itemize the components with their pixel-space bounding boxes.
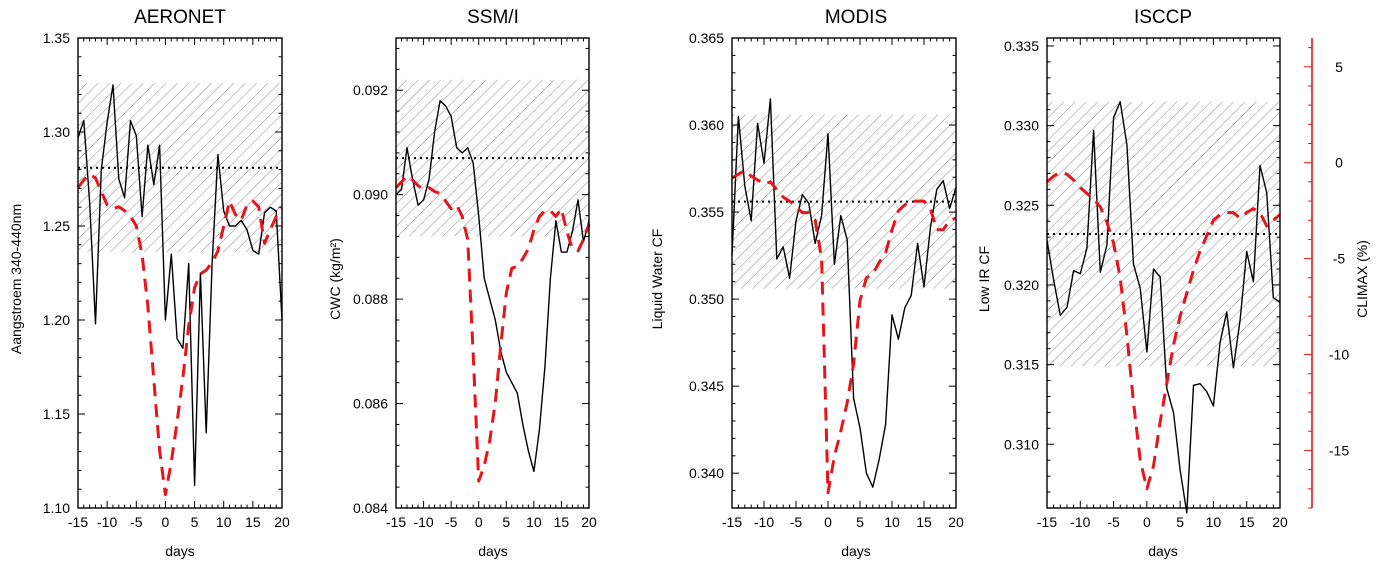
plot-frame [77,37,283,509]
series-observation-line [731,98,957,488]
y-tick-label: 0.086 [353,396,388,412]
y-tick-label: 0.340 [689,465,724,481]
series-climax-line [1046,170,1281,491]
series-climax-line [394,174,591,483]
x-tick-label: -15 [68,514,88,530]
x-tick-label: -5 [130,514,143,530]
y-tick-label: 0.315 [1004,357,1039,373]
x-tick-label: 20 [274,514,290,530]
climax-tick-label: -15 [1329,442,1349,458]
y-tick-label: 0.365 [689,30,724,46]
x-tick-label: -5 [445,514,458,530]
x-tick-label: 5 [856,514,864,530]
x-tick-label: -10 [97,514,117,530]
y-tick-label: 0.360 [689,117,724,133]
panel-title: AERONET [134,7,226,28]
y-axis-label: Aangstroem 340-440nm [8,204,24,354]
x-tick-label: 5 [191,514,199,530]
y-tick-label: 0.320 [1004,277,1039,293]
x-axis-label: days [841,543,871,559]
series-observation-line [77,84,283,487]
y-tick-label: 0.090 [353,187,388,203]
plot-frame [731,37,957,509]
climax-tick-label: -5 [1333,251,1346,267]
y-axis-label: Low IR CF [976,246,992,312]
x-tick-label: 10 [216,514,232,530]
climax-axis: CLIMAX (%) 5 0 -5 -10 -15 [1304,38,1370,509]
series-observation-line [395,99,590,473]
climax-tick-label: -10 [1329,347,1349,363]
panel-isccp: ISCCP Low IR CF days -15 -10 -5 0 5 10 15 20 0.3… [976,7,1288,559]
x-tick-label: 20 [1272,514,1288,530]
plot-frame [1046,37,1281,509]
panel-title: MODIS [825,7,887,28]
x-tick-label: 15 [245,514,261,530]
y-tick-label: 0.355 [689,204,724,220]
y-tick-label: 0.092 [353,82,388,98]
y-tick-label: 1.20 [43,312,70,328]
x-tick-label: 15 [554,514,570,530]
y-tick-label: 0.335 [1004,38,1039,54]
x-tick-label: -10 [413,514,433,530]
y-tick-label: 1.10 [43,500,70,516]
x-axis-label: days [165,543,195,559]
panel-ssmi: SSM/I CWC (kg/m²) days -15 -10 -5 0 5 10 15 20 0… [327,7,597,559]
x-tick-label: 20 [948,514,964,530]
y-tick-label: 1.30 [43,124,70,140]
x-tick-label: -10 [1070,514,1090,530]
x-tick-label: 10 [526,514,542,530]
series-observation-line [1046,100,1281,514]
y-tick-label: 0.325 [1004,197,1039,213]
x-axis-label: days [1148,543,1178,559]
x-tick-label: -5 [790,514,803,530]
x-tick-label: -5 [1107,514,1120,530]
y-tick-label: 1.15 [43,406,70,422]
climax-tick-label: 5 [1335,59,1343,75]
y-tick-label: 0.310 [1004,436,1039,452]
x-tick-label: 0 [1143,514,1151,530]
x-tick-label: 0 [475,514,483,530]
x-tick-label: 20 [581,514,597,530]
series-climax-line [731,168,957,495]
x-tick-label: 10 [884,514,900,530]
y-tick-label: 0.345 [689,378,724,394]
y-axis-label: Liquid Water CF [649,229,665,330]
panel-aeronet: AERONET Aangstroem 340-440nm days -15 -10… [8,7,290,559]
y-tick-label: 0.330 [1004,118,1039,134]
x-tick-label: 10 [1206,514,1222,530]
x-tick-label: 5 [502,514,510,530]
y-tick-label: 0.088 [353,291,388,307]
x-axis-label: days [478,543,508,559]
x-tick-label: 0 [162,514,170,530]
y-tick-label: 0.084 [353,500,388,516]
climax-tick-label: 0 [1335,155,1343,171]
x-tick-label: -15 [722,514,742,530]
x-tick-label: -15 [386,514,406,530]
x-tick-label: 0 [824,514,832,530]
y-tick-label: 1.25 [43,218,70,234]
x-tick-label: 5 [1176,514,1184,530]
x-tick-label: 15 [916,514,932,530]
panel-title: ISCCP [1134,7,1192,28]
plot-frame [395,37,590,509]
x-tick-label: -10 [754,514,774,530]
panel-modis: MODIS Liquid Water CF days -15 -10 -5 0 5 10 1… [649,7,964,559]
x-tick-label: 15 [1239,514,1255,530]
y-axis-label: CWC (kg/m²) [327,238,343,320]
panel-title: SSM/I [467,7,519,28]
y-tick-label: 0.350 [689,291,724,307]
x-tick-label: -15 [1037,514,1057,530]
y-tick-label: 1.35 [43,30,70,46]
climax-axis-label: CLIMAX (%) [1354,240,1370,318]
